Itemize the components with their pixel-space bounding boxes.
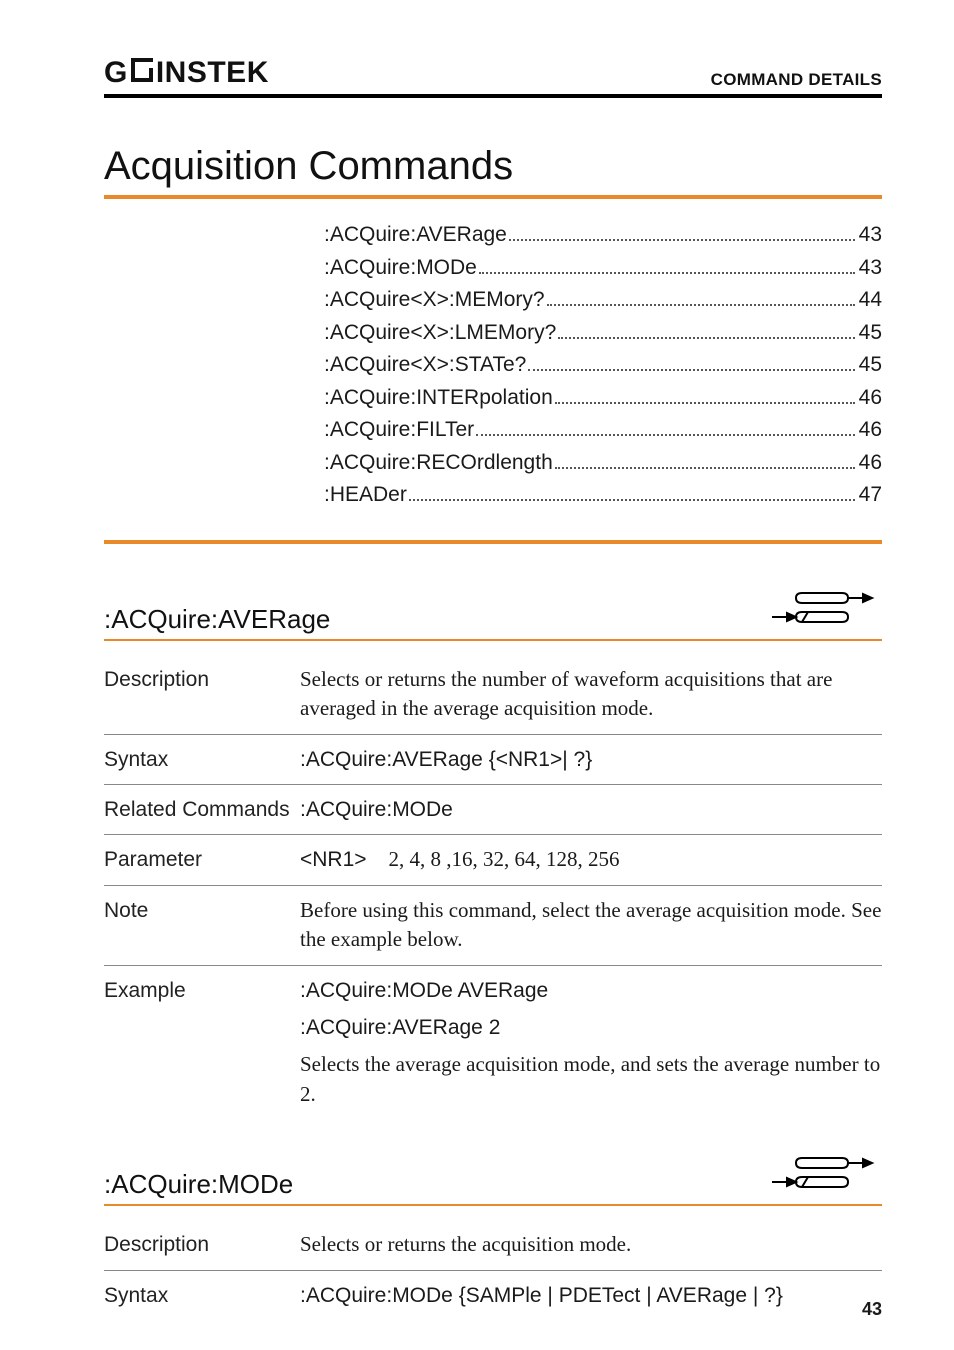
toc-dots <box>555 402 855 404</box>
toc-row: :ACQuire:FILTer 46 <box>324 414 882 447</box>
toc-page: 45 <box>859 317 882 350</box>
note-label: Note <box>104 885 300 965</box>
page-number: 43 <box>862 1299 882 1320</box>
syntax-label: Syntax <box>104 1270 300 1320</box>
toc-page: 43 <box>859 219 882 252</box>
toc-dots <box>409 499 855 501</box>
toc-page: 47 <box>859 479 882 512</box>
toc-label: :ACQuire<X>:STATe? <box>324 349 526 382</box>
command-table-average: Description Selects or returns the numbe… <box>104 655 882 1127</box>
description-label: Description <box>104 1220 300 1270</box>
section-rule <box>104 540 882 544</box>
toc-label: :ACQuire:RECOrdlength <box>324 447 553 480</box>
example-label: Example <box>104 965 300 1127</box>
command-table-mode: Description Selects or returns the acqui… <box>104 1220 882 1320</box>
syntax-value: :ACQuire:AVERage {<NR1>| ?} <box>300 748 592 771</box>
brand-text-post: INSTEK <box>156 56 269 90</box>
toc-dots <box>558 337 854 339</box>
subsection-rule <box>104 1204 882 1206</box>
brand-logo: G INSTEK <box>104 56 269 90</box>
toc-row: :ACQuire:RECOrdlength 46 <box>324 447 882 480</box>
toc-row: :HEADer 47 <box>324 479 882 512</box>
page-title: Acquisition Commands <box>104 144 882 189</box>
toc-dots <box>509 239 855 241</box>
parameter-value: 2, 4, 8 ,16, 32, 64, 128, 256 <box>389 845 620 874</box>
parameter-label: Parameter <box>104 835 300 885</box>
toc-page: 45 <box>859 349 882 382</box>
toc-page: 46 <box>859 447 882 480</box>
toc-dots <box>528 369 854 371</box>
toc-page: 43 <box>859 252 882 285</box>
toc: :ACQuire:AVERage 43:ACQuire:MODe 43:ACQu… <box>104 219 882 512</box>
toc-label: :ACQuire:AVERage <box>324 219 507 252</box>
toc-row: :ACQuire:INTERpolation 46 <box>324 382 882 415</box>
example-block: :ACQuire:MODe AVERage :ACQuire:AVERage 2… <box>300 976 882 1110</box>
subsection-rule <box>104 639 882 641</box>
toc-label: :HEADer <box>324 479 407 512</box>
related-label: Related Commands <box>104 785 300 835</box>
toc-row: :ACQuire:MODe 43 <box>324 252 882 285</box>
toc-label: :ACQuire<X>:MEMory? <box>324 284 545 317</box>
syntax-label: Syntax <box>104 734 300 784</box>
example-line: Selects the average acquisition mode, an… <box>300 1050 882 1109</box>
toc-dots <box>555 467 855 469</box>
header-rule <box>104 94 882 98</box>
toc-row: :ACQuire<X>:STATe? 45 <box>324 349 882 382</box>
set-query-icon <box>772 582 882 635</box>
toc-label: :ACQuire:FILTer <box>324 414 474 447</box>
brand-icon <box>129 56 155 90</box>
toc-row: :ACQuire<X>:LMEMory? 45 <box>324 317 882 350</box>
toc-row: :ACQuire<X>:MEMory? 44 <box>324 284 882 317</box>
description-value: Selects or returns the number of wavefor… <box>300 655 882 734</box>
related-value: :ACQuire:MODe <box>300 798 453 821</box>
toc-label: :ACQuire:MODe <box>324 252 477 285</box>
toc-page: 46 <box>859 414 882 447</box>
toc-row: :ACQuire:AVERage 43 <box>324 219 882 252</box>
example-line: :ACQuire:AVERage 2 <box>300 1013 882 1042</box>
description-label: Description <box>104 655 300 734</box>
toc-dots <box>479 272 855 274</box>
description-value: Selects or returns the acquisition mode. <box>300 1220 882 1270</box>
toc-label: :ACQuire<X>:LMEMory? <box>324 317 556 350</box>
title-rule <box>104 195 882 199</box>
toc-label: :ACQuire:INTERpolation <box>324 382 553 415</box>
parameter-key: <NR1> <box>300 845 367 874</box>
toc-dots <box>547 304 855 306</box>
toc-page: 46 <box>859 382 882 415</box>
brand-text-pre: G <box>104 56 128 90</box>
command-heading-average: :ACQuire:AVERage <box>104 604 330 635</box>
syntax-value: :ACQuire:MODe {SAMPle | PDETect | AVERag… <box>300 1284 783 1307</box>
section-label: COMMAND DETAILS <box>711 70 882 90</box>
note-value: Before using this command, select the av… <box>300 885 882 965</box>
set-query-icon <box>772 1147 882 1200</box>
command-heading-mode: :ACQuire:MODe <box>104 1169 293 1200</box>
example-line: :ACQuire:MODe AVERage <box>300 976 882 1005</box>
toc-dots <box>476 434 854 436</box>
toc-page: 44 <box>859 284 882 317</box>
